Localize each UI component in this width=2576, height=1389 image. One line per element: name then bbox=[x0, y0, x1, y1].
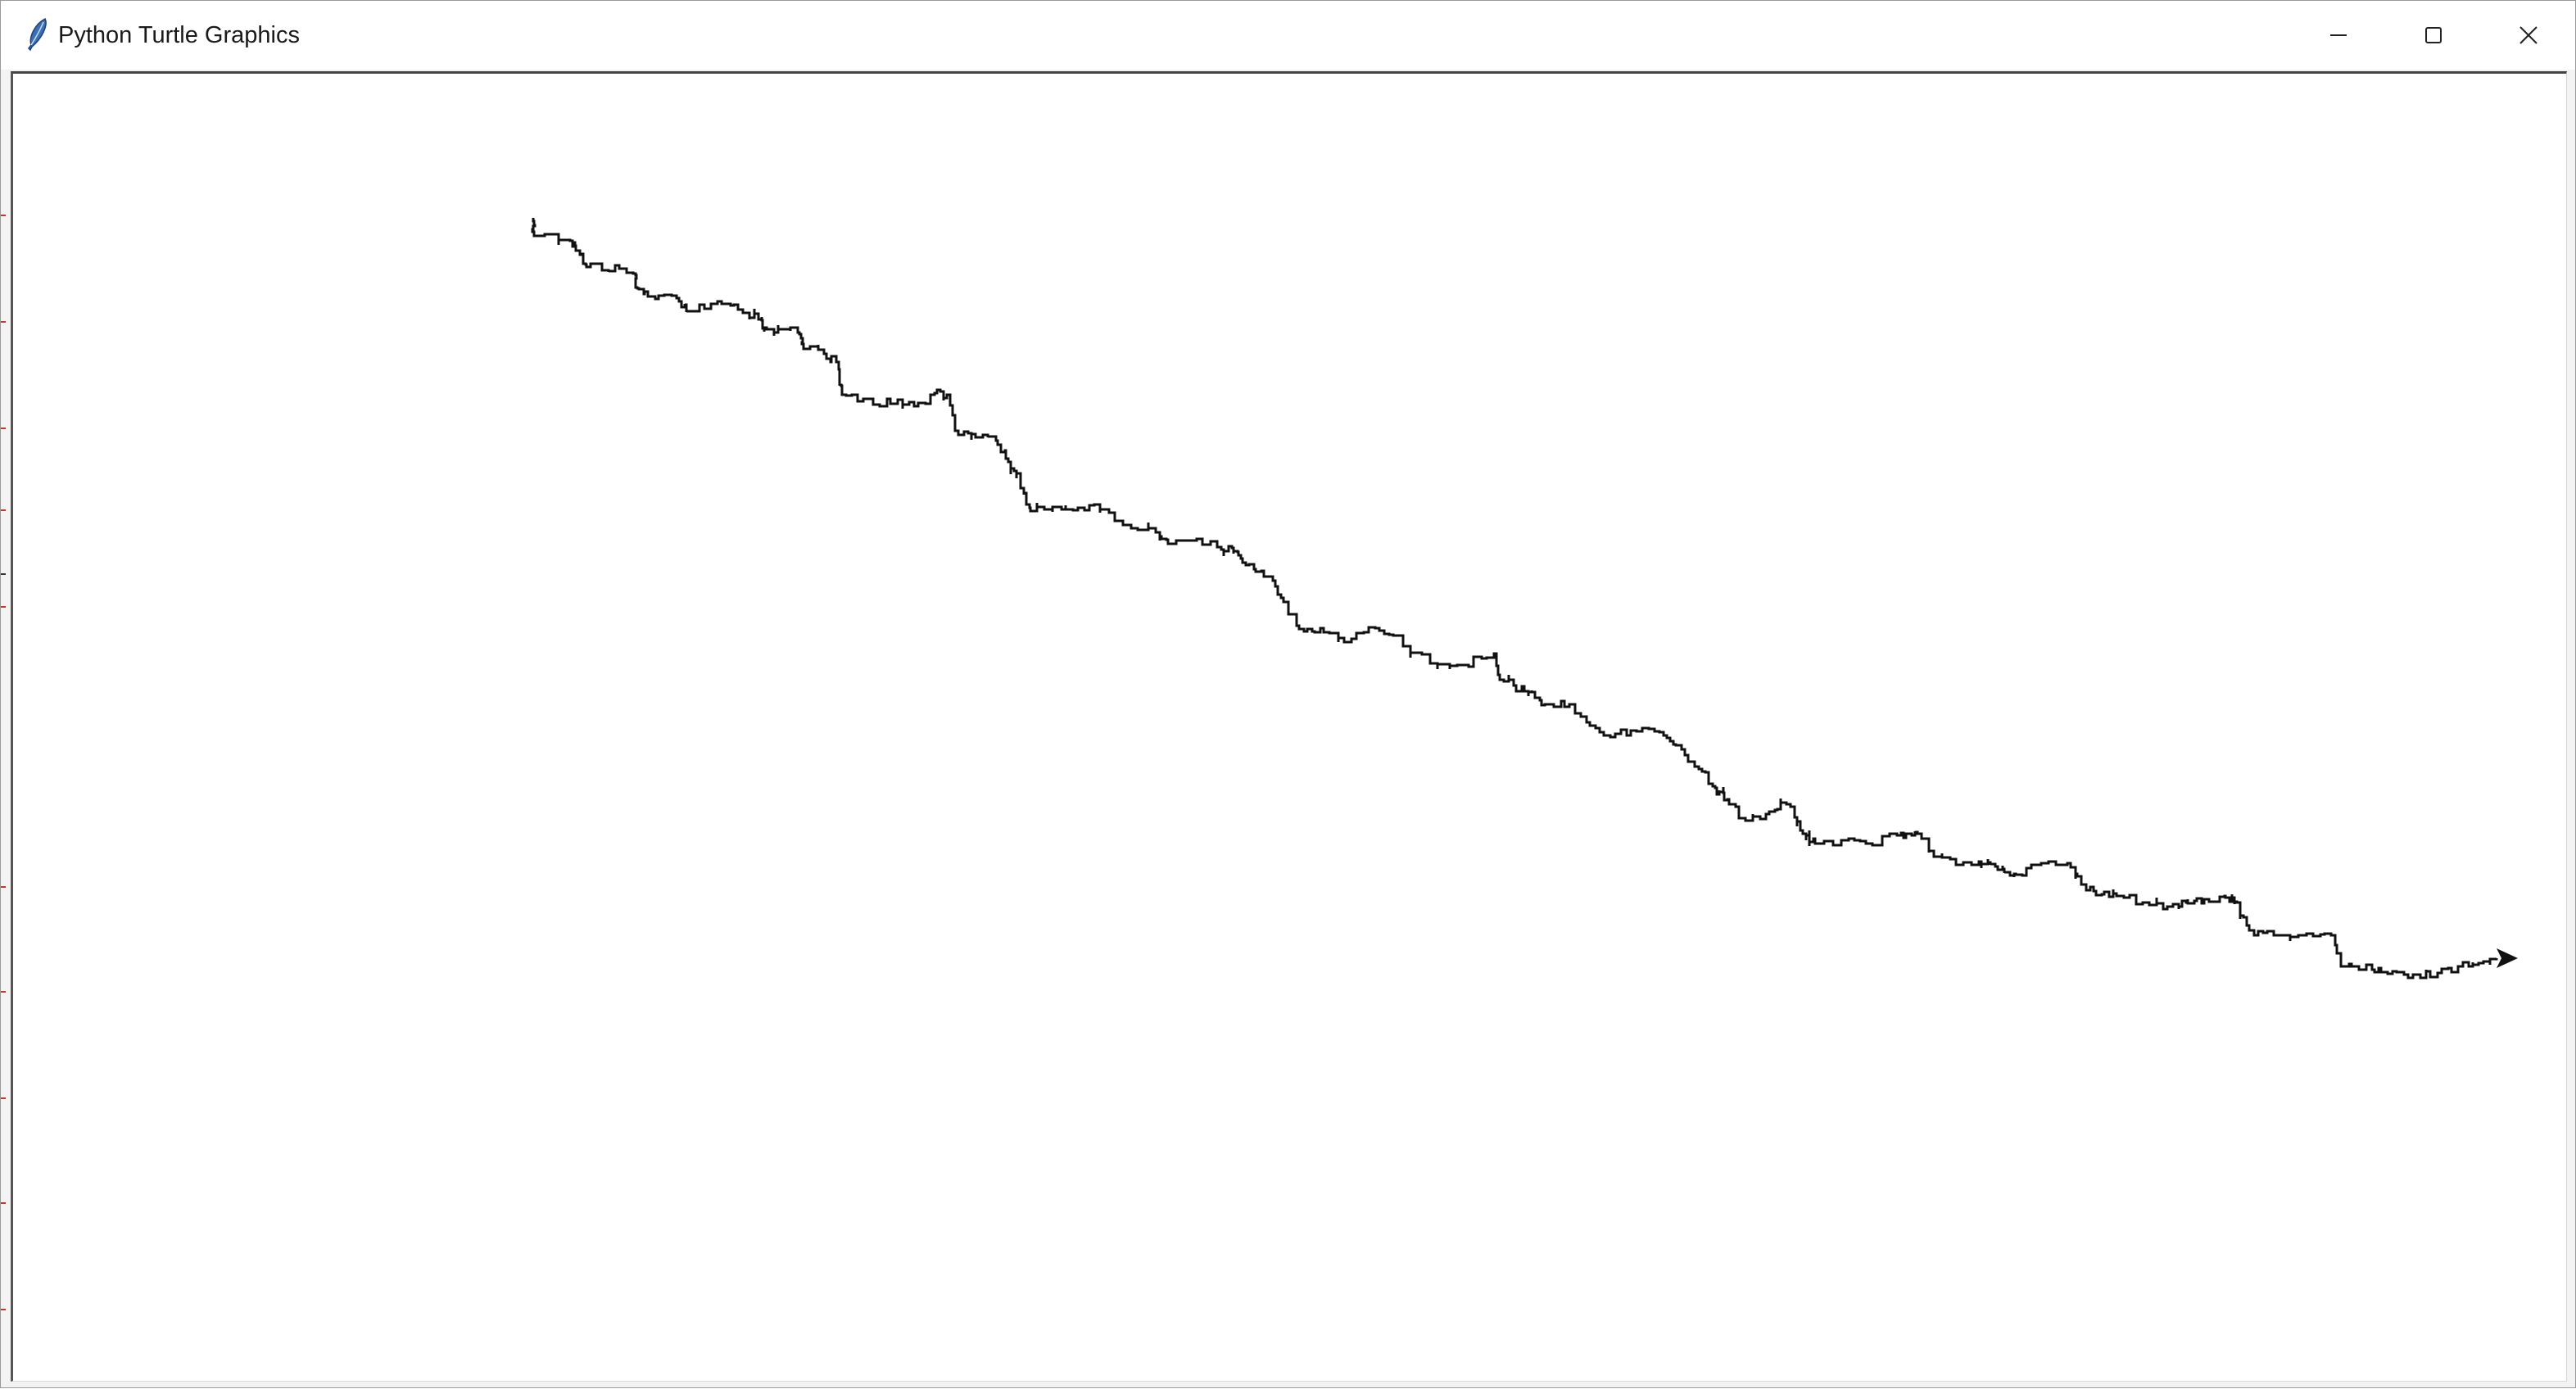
turtle-drawing bbox=[531, 218, 2518, 980]
turtle-arrow-icon bbox=[2497, 948, 2518, 968]
window-title: Python Turtle Graphics bbox=[58, 22, 300, 48]
left-edge-marks bbox=[1, 215, 6, 1310]
minimize-icon bbox=[2330, 34, 2347, 36]
random-walk-line bbox=[531, 218, 2498, 980]
close-icon bbox=[2519, 26, 2538, 44]
close-button[interactable] bbox=[2481, 1, 2575, 70]
minimize-button[interactable] bbox=[2291, 1, 2386, 70]
maximize-icon bbox=[2425, 27, 2442, 43]
turtle-canvas[interactable] bbox=[11, 71, 2567, 1382]
title-bar[interactable]: Python Turtle Graphics bbox=[1, 1, 2575, 70]
feather-icon bbox=[28, 17, 47, 52]
maximize-button[interactable] bbox=[2386, 1, 2481, 70]
